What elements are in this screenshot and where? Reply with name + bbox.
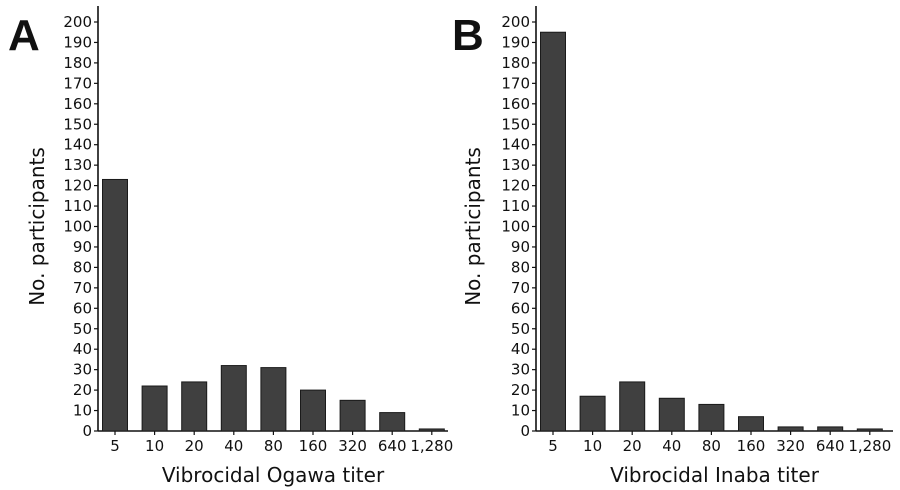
y-tick-label-b: 200: [501, 13, 530, 31]
bar-a: [379, 412, 406, 432]
x-tick-label-a: 5: [110, 437, 120, 455]
y-tick-label-a: 180: [63, 54, 92, 72]
x-tick-label-a: 320: [338, 437, 367, 455]
y-tick-label-b: 0: [520, 422, 530, 440]
y-tick-label-a: 200: [63, 13, 92, 31]
y-tick-label-b: 190: [501, 33, 530, 51]
y-tick-label-b: 110: [501, 197, 530, 215]
y-tick-label-b: 180: [501, 54, 530, 72]
bar-b: [856, 428, 883, 432]
x-tick-label-b: 1,280: [848, 437, 891, 455]
x-tick-label-a: 80: [264, 437, 283, 455]
x-tick-label-b: 320: [776, 437, 805, 455]
y-tick-label-b: 170: [501, 74, 530, 92]
x-tick-label-b: 160: [737, 437, 766, 455]
y-tick-label-a: 150: [63, 115, 92, 133]
x-tick-label-a: 160: [299, 437, 328, 455]
y-tick-label-a: 130: [63, 156, 92, 174]
y-tick-label-a: 10: [73, 402, 92, 420]
x-tick-label-a: 10: [145, 437, 164, 455]
bar-b: [698, 403, 725, 432]
y-tick-label-b: 50: [511, 320, 530, 338]
y-tick-label-b: 80: [511, 258, 530, 276]
y-tick-label-a: 70: [73, 279, 92, 297]
y-tick-label-b: 160: [501, 95, 530, 113]
bar-b: [777, 426, 804, 432]
y-tick-label-a: 80: [73, 258, 92, 276]
y-tick-label-a: 50: [73, 320, 92, 338]
y-axis-title-b: No. participants: [461, 147, 485, 306]
y-tick-label-b: 120: [501, 177, 530, 195]
y-tick-label-b: 30: [511, 361, 530, 379]
bar-a: [181, 381, 208, 432]
y-tick-label-a: 100: [63, 218, 92, 236]
y-tick-label-a: 120: [63, 177, 92, 195]
y-tick-label-a: 190: [63, 33, 92, 51]
bar-b: [738, 416, 764, 432]
x-tick-label-a: 1,280: [410, 437, 453, 455]
x-tick-label-a: 640: [378, 437, 407, 455]
x-tick-label-a: 20: [185, 437, 204, 455]
x-tick-label-b: 5: [548, 437, 558, 455]
x-tick-label-b: 40: [662, 437, 681, 455]
x-tick-label-b: 10: [583, 437, 602, 455]
bar-b: [540, 31, 566, 432]
y-tick-label-a: 110: [63, 197, 92, 215]
bar-b: [579, 395, 606, 432]
y-tick-label-a: 60: [73, 299, 92, 317]
bar-a: [418, 428, 445, 432]
bar-a: [339, 399, 366, 432]
x-tick-label-b: 20: [623, 437, 642, 455]
y-tick-label-b: 60: [511, 299, 530, 317]
panel-label-a: A: [8, 11, 40, 60]
y-tick-label-a: 0: [82, 422, 92, 440]
x-tick-label-b: 80: [702, 437, 721, 455]
y-tick-label-a: 140: [63, 136, 92, 154]
y-tick-label-b: 130: [501, 156, 530, 174]
y-axis-title-a: No. participants: [25, 147, 49, 306]
y-tick-label-a: 30: [73, 361, 92, 379]
x-axis-title-a: Vibrocidal Ogawa titer: [162, 463, 385, 487]
bar-a: [260, 367, 287, 432]
x-tick-label-b: 640: [816, 437, 845, 455]
bar-b: [817, 426, 844, 432]
y-tick-label-a: 160: [63, 95, 92, 113]
y-tick-label-a: 20: [73, 381, 92, 399]
bar-a: [141, 385, 168, 432]
x-tick-label-a: 40: [224, 437, 243, 455]
y-tick-label-b: 10: [511, 402, 530, 420]
bar-a: [300, 389, 326, 432]
bar-b: [658, 397, 685, 432]
y-tick-label-b: 90: [511, 238, 530, 256]
bar-b: [619, 381, 646, 432]
y-tick-label-a: 40: [73, 340, 92, 358]
y-tick-label-b: 20: [511, 381, 530, 399]
y-tick-label-a: 170: [63, 74, 92, 92]
y-tick-label-b: 70: [511, 279, 530, 297]
y-tick-label-b: 100: [501, 218, 530, 236]
y-tick-label-b: 140: [501, 136, 530, 154]
panel-label-b: B: [452, 11, 484, 60]
y-tick-label-b: 150: [501, 115, 530, 133]
bar-a: [102, 178, 128, 432]
bar-a: [220, 365, 247, 432]
y-tick-label-a: 90: [73, 238, 92, 256]
x-axis-title-b: Vibrocidal Inaba titer: [610, 463, 820, 487]
y-tick-label-b: 40: [511, 340, 530, 358]
